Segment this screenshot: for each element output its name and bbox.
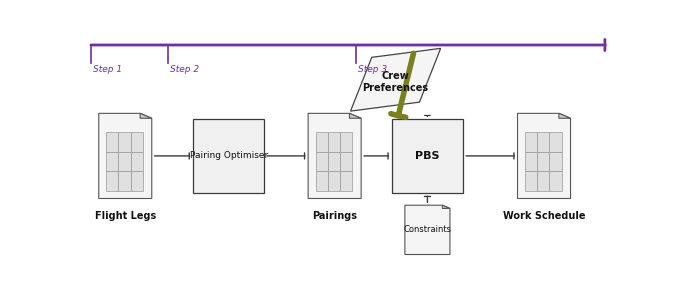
Polygon shape [350, 113, 361, 118]
Bar [340, 132, 352, 152]
Bar [525, 152, 537, 171]
Bar [193, 119, 265, 193]
Bar [106, 132, 118, 152]
Polygon shape [308, 113, 361, 198]
Polygon shape [98, 113, 152, 198]
Polygon shape [405, 205, 450, 255]
Bar [131, 132, 143, 152]
Text: Work Schedule: Work Schedule [503, 211, 586, 221]
Text: Flight Legs: Flight Legs [94, 211, 156, 221]
Bar [315, 132, 328, 152]
Bar [537, 171, 549, 191]
Bar [340, 171, 352, 191]
Bar [118, 132, 131, 152]
Text: Step 1: Step 1 [93, 65, 122, 74]
Bar [131, 152, 143, 171]
Polygon shape [140, 113, 152, 118]
Bar [340, 152, 352, 171]
Polygon shape [443, 205, 450, 208]
Text: Crew
Preferences: Crew Preferences [363, 71, 429, 93]
Text: Constraints: Constraints [404, 225, 451, 234]
Text: Step 2: Step 2 [170, 65, 199, 74]
Bar [315, 171, 328, 191]
Bar [131, 171, 143, 191]
Bar [537, 132, 549, 152]
Bar [549, 132, 562, 152]
Bar [315, 152, 328, 171]
Bar [525, 171, 537, 191]
Bar [328, 132, 340, 152]
Bar [118, 152, 131, 171]
Polygon shape [350, 48, 440, 111]
Bar [392, 119, 463, 193]
Bar [328, 171, 340, 191]
Text: PBS: PBS [415, 151, 440, 161]
Bar [549, 171, 562, 191]
Bar [549, 152, 562, 171]
Bar [106, 152, 118, 171]
Polygon shape [518, 113, 570, 198]
Bar [106, 171, 118, 191]
Text: Step 3: Step 3 [358, 65, 387, 74]
Polygon shape [559, 113, 570, 118]
Bar [328, 152, 340, 171]
Text: Pairing Optimiser: Pairing Optimiser [189, 151, 267, 160]
Bar [525, 132, 537, 152]
Text: Pairings: Pairings [312, 211, 357, 221]
Bar [118, 171, 131, 191]
Bar [537, 152, 549, 171]
